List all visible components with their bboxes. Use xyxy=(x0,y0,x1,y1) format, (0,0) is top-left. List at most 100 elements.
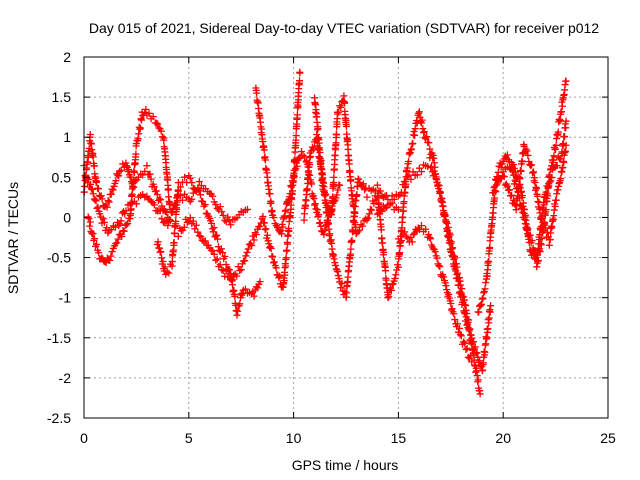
data-point xyxy=(483,334,491,342)
x-tick-label: 15 xyxy=(391,430,407,446)
data-point xyxy=(313,206,321,214)
data-point xyxy=(281,271,289,279)
data-point xyxy=(149,113,157,121)
data-point xyxy=(117,166,125,174)
data-point xyxy=(505,186,513,194)
data-point xyxy=(201,237,209,245)
data-point xyxy=(451,316,459,324)
data-point xyxy=(320,231,328,239)
data-point xyxy=(118,232,126,240)
data-point xyxy=(364,214,372,222)
data-point xyxy=(253,89,261,97)
data-point xyxy=(341,99,349,107)
data-point xyxy=(490,184,498,192)
data-point xyxy=(426,234,434,242)
data-point xyxy=(405,171,413,179)
data-point xyxy=(403,172,411,180)
data-point xyxy=(503,151,511,159)
data-point xyxy=(291,166,299,174)
data-point xyxy=(342,122,350,130)
data-point xyxy=(491,194,499,202)
data-point xyxy=(213,255,221,263)
data-point xyxy=(95,249,103,257)
data-point xyxy=(197,232,205,240)
data-point xyxy=(376,187,384,195)
data-point xyxy=(527,162,535,170)
data-point xyxy=(530,250,538,258)
data-point xyxy=(435,187,443,195)
data-point xyxy=(428,163,436,171)
data-point xyxy=(278,230,286,238)
data-point xyxy=(209,247,217,255)
data-point xyxy=(489,189,497,197)
data-point xyxy=(216,261,224,269)
data-point xyxy=(188,195,196,203)
data-point xyxy=(214,235,222,243)
data-point xyxy=(124,219,132,227)
data-point xyxy=(503,182,511,190)
data-point xyxy=(476,357,484,365)
data-point xyxy=(166,217,174,225)
data-point xyxy=(113,239,121,247)
data-point xyxy=(269,253,277,261)
data-point xyxy=(119,160,127,168)
data-point xyxy=(561,132,569,140)
data-point xyxy=(447,238,455,246)
data-point xyxy=(353,191,361,199)
data-point xyxy=(285,227,293,235)
data-point xyxy=(311,201,319,209)
data-point xyxy=(363,193,371,201)
data-point xyxy=(379,239,387,247)
data-point xyxy=(420,129,428,137)
data-point xyxy=(461,339,469,347)
data-point xyxy=(209,228,217,236)
data-point xyxy=(158,254,166,262)
data-point xyxy=(357,221,365,229)
data-point xyxy=(195,178,203,186)
data-point xyxy=(130,168,138,176)
data-point xyxy=(333,191,341,199)
series-sat-c xyxy=(80,161,251,237)
data-point xyxy=(186,214,194,222)
data-point xyxy=(295,154,303,162)
series-sat-m xyxy=(489,77,570,271)
data-point xyxy=(237,266,245,274)
data-point xyxy=(260,146,268,154)
data-point xyxy=(479,294,487,302)
data-point xyxy=(226,266,234,274)
data-point xyxy=(321,226,329,234)
data-point xyxy=(463,310,471,318)
data-point xyxy=(398,237,406,245)
data-point xyxy=(155,244,163,252)
data-point xyxy=(189,217,197,225)
data-point xyxy=(160,134,168,142)
x-tick-label: 5 xyxy=(185,430,193,446)
data-point xyxy=(250,292,258,300)
data-point xyxy=(508,164,516,172)
data-point xyxy=(225,217,233,225)
data-point xyxy=(409,139,417,147)
data-point xyxy=(272,264,280,272)
data-point xyxy=(332,261,340,269)
data-point xyxy=(222,218,230,226)
data-point xyxy=(172,217,180,225)
y-tick-label: -2.5 xyxy=(47,410,71,426)
data-point xyxy=(478,295,486,303)
data-point xyxy=(262,225,270,233)
data-point xyxy=(443,219,451,227)
data-point xyxy=(330,173,338,181)
data-point xyxy=(546,173,554,181)
data-point xyxy=(250,236,258,244)
data-point xyxy=(468,334,476,342)
data-point xyxy=(487,302,495,310)
data-point xyxy=(267,245,275,253)
data-point xyxy=(420,128,428,136)
data-point xyxy=(154,120,162,128)
data-point xyxy=(348,236,356,244)
data-point xyxy=(316,219,324,227)
data-point xyxy=(195,187,203,195)
data-point xyxy=(515,182,523,190)
data-point xyxy=(259,212,267,220)
data-point xyxy=(282,262,290,270)
data-point xyxy=(509,168,517,176)
